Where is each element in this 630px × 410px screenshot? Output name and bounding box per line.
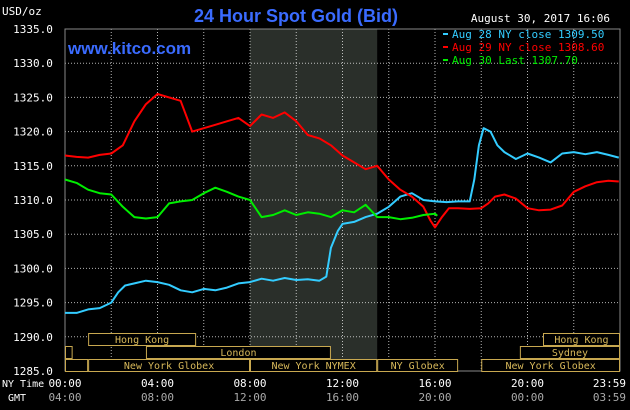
y-tick-label: 1320.0 — [13, 126, 53, 139]
series-layer — [64, 93, 620, 314]
y-tick-label: 1290.0 — [13, 331, 53, 344]
ny-time-row-label: NY Time — [2, 379, 44, 390]
session-label: London — [220, 348, 256, 359]
grid-layer — [64, 28, 621, 372]
x-tick-label-ny: 00:00 — [48, 377, 81, 390]
legend-entry-aug30: Aug 30 Last 1307.70 — [452, 54, 578, 67]
x-tick-label-gmt: 04:00 — [48, 391, 81, 404]
session-label: Hong Kong — [554, 335, 608, 346]
y-tick-label: 1285.0 — [13, 365, 53, 378]
x-tick-label-gmt: 16:00 — [326, 391, 359, 404]
nymex-session-shade — [250, 29, 378, 371]
session-label: Sydney — [552, 348, 588, 359]
session-bar — [519, 346, 621, 359]
legend-swatch-aug28 — [443, 33, 448, 35]
session-bars-layer: Hong Kong Hong Kong London Sydney New York G… — [65, 333, 621, 372]
session-bar — [65, 346, 73, 359]
series-line-0 — [65, 127, 620, 314]
session-bar — [88, 333, 197, 346]
y-tick-label: 1315.0 — [13, 160, 53, 173]
gmt-row-label: GMT — [8, 393, 26, 404]
x-tick-label-ny: 12:00 — [326, 377, 359, 390]
x-tick-label-ny: 16:00 — [418, 377, 451, 390]
x-tick-label-ny: 04:00 — [141, 377, 174, 390]
y-tick-label: 1300.0 — [13, 262, 53, 275]
y-tick-label: 1305.0 — [13, 228, 53, 241]
series-line-1 — [64, 93, 619, 229]
legend: Aug 28 NY close 1309.50 Aug 29 NY close … — [443, 28, 604, 67]
x-tick-label-gmt: 03:59 — [593, 391, 626, 404]
chart-title: 24 Hour Spot Gold (Bid) — [194, 6, 398, 26]
y-tick-label: 1325.0 — [13, 91, 53, 104]
axis-layer: 1335.0 1330.0 1325.0 1320.0 1315.0 1310.0 1305… — [13, 23, 626, 404]
y-tick-label: 1310.0 — [13, 194, 53, 207]
x-tick-label-gmt: 12:00 — [233, 391, 266, 404]
session-bar — [145, 346, 331, 359]
session-label: New York Globex — [505, 361, 595, 372]
source-url: www.kitco.com — [67, 39, 191, 58]
session-bar — [250, 359, 378, 372]
session-label: Hong Kong — [115, 335, 169, 346]
legend-swatch-aug30 — [443, 59, 448, 61]
session-label: New York Globex — [124, 361, 214, 372]
session-label: New York NYMEX — [271, 361, 355, 372]
x-tick-label-gmt: 08:00 — [141, 391, 174, 404]
y-tick-label: 1330.0 — [13, 57, 53, 70]
session-bar — [88, 359, 250, 372]
x-tick-label-ny: 08:00 — [233, 377, 266, 390]
session-label: NY Globex — [391, 361, 445, 372]
session-bar — [481, 359, 620, 372]
series-line-2 — [64, 178, 438, 221]
x-tick-label-gmt: 00:00 — [511, 391, 544, 404]
session-bar — [542, 333, 621, 346]
y-axis-unit: USD/oz — [2, 5, 42, 18]
legend-swatch-aug29 — [443, 46, 448, 48]
session-bar — [65, 359, 89, 372]
y-tick-label: 1295.0 — [13, 297, 53, 310]
timestamp: August 30, 2017 16:06 — [471, 12, 610, 25]
shaded-region-layer — [250, 29, 378, 371]
legend-entry-aug29: Aug 29 NY close 1308.60 — [452, 41, 604, 54]
x-tick-label-ny: 20:00 — [511, 377, 544, 390]
x-tick-label-gmt: 20:00 — [418, 391, 451, 404]
x-tick-label-ny: 23:59 — [593, 377, 626, 390]
legend-entry-aug28: Aug 28 NY close 1309.50 — [452, 28, 604, 41]
session-bar — [377, 359, 459, 372]
y-tick-label: 1335.0 — [13, 23, 53, 36]
